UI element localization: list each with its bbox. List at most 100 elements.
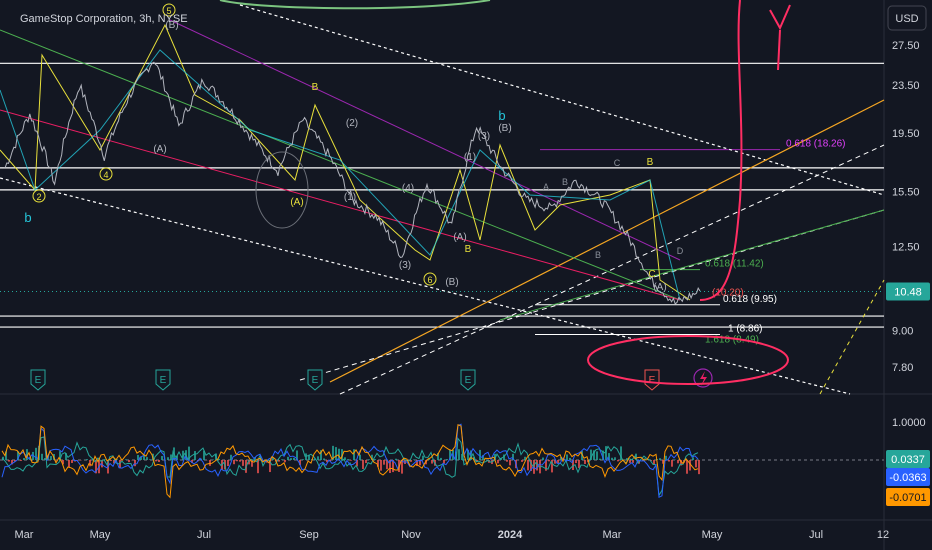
wave-label: B [312, 82, 319, 93]
oscillator-bar [353, 449, 355, 460]
wave-label: A [543, 182, 549, 192]
oscillator-series-line[interactable] [1, 423, 699, 498]
wave-label: (B) [445, 277, 458, 288]
oscillator-bar [545, 460, 547, 471]
oscillator-bar [113, 460, 115, 464]
oscillator-bar [239, 460, 241, 462]
oscillator-pane[interactable]: 1.0000 0.0337 -0.0363 -0.0701 [0, 417, 930, 506]
green-trend-line[interactable] [0, 29, 681, 301]
oscillator-bar [644, 458, 646, 460]
upper-channel-line[interactable] [239, 4, 885, 196]
oscillator-bar [251, 460, 253, 467]
oscillator-bar [44, 457, 46, 460]
oscillator-bar [188, 446, 190, 460]
oscillator-bar [305, 453, 307, 460]
price-tick-label: 9.00 [892, 325, 913, 337]
price-axis[interactable]: 27.50 23.50 19.50 15.50 12.50 9.00 7.80 10.48 [886, 40, 930, 374]
oscillator-bar [5, 451, 7, 460]
oscillator-bar [110, 460, 112, 461]
currency-button[interactable] [887, 5, 927, 31]
red-hand-ellipse[interactable] [587, 335, 789, 385]
oscillator-value-badge[interactable] [886, 450, 930, 468]
pink-trend-line[interactable] [0, 109, 681, 301]
oscillator-bar [23, 458, 25, 460]
hand-drawings[interactable] [219, 0, 791, 385]
oscillator-bar [362, 460, 364, 469]
oscillator-bar [437, 453, 439, 460]
green-trend-line[interactable] [499, 209, 885, 321]
oscillator-bar [278, 460, 280, 462]
wave-label: 4 [103, 170, 108, 180]
wave-label: (A) [290, 197, 303, 208]
oscillator-bar [242, 460, 244, 466]
grey-circle[interactable] [255, 151, 309, 229]
oscillator-bar [551, 460, 553, 473]
oscillator-bar [689, 460, 691, 471]
oscillator-series-line[interactable] [1, 423, 699, 499]
oscillator-bar [443, 460, 445, 464]
oscillator-bar [635, 453, 637, 460]
wave-label-circle [32, 189, 46, 203]
oscillator-bar [176, 455, 178, 460]
earnings-marker[interactable] [307, 369, 323, 391]
oscillator-value-label: 0.0337 [891, 454, 925, 466]
green-hand-drawing[interactable] [219, 0, 491, 10]
earnings-marker[interactable] [460, 369, 476, 391]
oscillator-bar [668, 460, 670, 462]
oscillator-bar [530, 460, 532, 472]
last-price-badge[interactable] [886, 282, 930, 301]
time-tick-label: Jul [197, 529, 211, 541]
oscillator-bar [323, 458, 325, 460]
oscillator-bar [287, 456, 289, 460]
oscillator-bar [209, 460, 211, 466]
oscillator-bar [365, 460, 367, 464]
oscillator-bar [35, 447, 37, 460]
horizontal-levels[interactable] [0, 62, 884, 335]
price-line-group[interactable] [4, 61, 701, 305]
oscillator-bar [302, 459, 304, 460]
oscillator-bar [155, 460, 157, 462]
red-hand-arrow[interactable] [699, 0, 743, 301]
oscillator-bar [11, 460, 13, 465]
oscillator-bar [602, 450, 604, 460]
fib-labels: 0.618 (18.26) 0.618 (11.42) (10.20)0.618 (… [705, 139, 846, 346]
yellow-projection-line[interactable] [819, 279, 885, 395]
oscillator-bar [461, 453, 463, 460]
dashed-trend-line[interactable] [339, 144, 885, 395]
price-tick-label: 15.50 [892, 187, 920, 199]
earnings-marker[interactable] [30, 369, 46, 391]
oscillator-bar [374, 459, 376, 460]
oscillator-series-line[interactable] [1, 436, 699, 497]
oscillator-bar [2, 456, 4, 460]
oscillator-bar [359, 454, 361, 460]
oscillator-bar [8, 460, 10, 462]
yellow-wave-line[interactable] [0, 23, 691, 301]
price-line[interactable] [4, 61, 701, 305]
time-tick-label: Sep [299, 529, 319, 541]
oscillator-bar [65, 453, 67, 460]
oscillator-bar [317, 456, 319, 460]
lightning-icon [700, 371, 707, 386]
lower-channel-line[interactable] [0, 177, 851, 395]
oscillator-bar [257, 460, 259, 474]
orange-trend-line[interactable] [329, 99, 885, 383]
time-axis[interactable]: Mar May Jul Sep Nov 2024 Mar May Jul 12 [15, 529, 890, 541]
oscillator-bar [482, 455, 484, 460]
red-hand-mark[interactable] [769, 4, 791, 71]
oscillator-bar [500, 458, 502, 460]
oscillator-bar [581, 450, 583, 460]
oscillator-bar [62, 460, 64, 465]
wave-label-circle [423, 272, 437, 286]
fib-label: 0.618 (9.95) [723, 294, 777, 305]
price-tick-label: 27.50 [892, 40, 920, 52]
earnings-marker[interactable] [155, 369, 171, 391]
cyan-wave-line[interactable] [0, 49, 681, 301]
trend-lines[interactable] [0, 4, 885, 395]
oscillator-value-badge[interactable] [886, 468, 930, 486]
oscillator-bar [95, 460, 97, 474]
oscillator-value-badge[interactable] [886, 488, 930, 506]
purple-trend-line[interactable] [169, 19, 681, 261]
oscillator-bar [167, 457, 169, 460]
